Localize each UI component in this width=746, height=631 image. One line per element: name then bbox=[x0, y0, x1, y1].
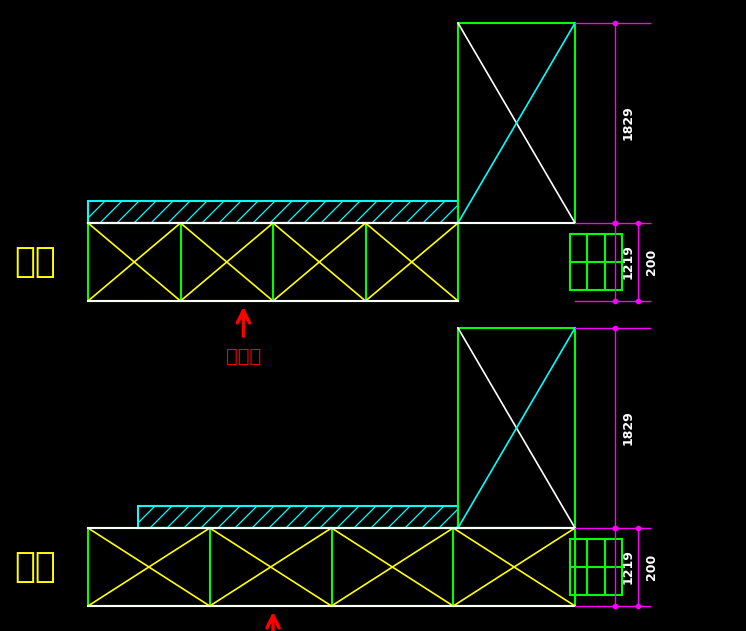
Bar bbox=[570, 539, 622, 595]
Bar bbox=[458, 23, 575, 223]
Bar bbox=[88, 201, 458, 223]
Text: 1219: 1219 bbox=[621, 245, 635, 280]
Text: 200: 200 bbox=[645, 554, 657, 580]
Text: ＯＫ: ＯＫ bbox=[14, 245, 56, 279]
Bar bbox=[88, 528, 575, 606]
Bar bbox=[138, 506, 458, 528]
Bar bbox=[570, 234, 622, 290]
Text: 1829: 1829 bbox=[621, 105, 635, 140]
Text: 1219: 1219 bbox=[621, 550, 635, 584]
Text: 出入口: 出入口 bbox=[226, 347, 261, 366]
Bar bbox=[458, 328, 575, 528]
Text: 200: 200 bbox=[645, 249, 657, 275]
Bar bbox=[88, 223, 458, 301]
Text: 1829: 1829 bbox=[621, 411, 635, 445]
Text: ＯＫ: ＯＫ bbox=[14, 550, 56, 584]
